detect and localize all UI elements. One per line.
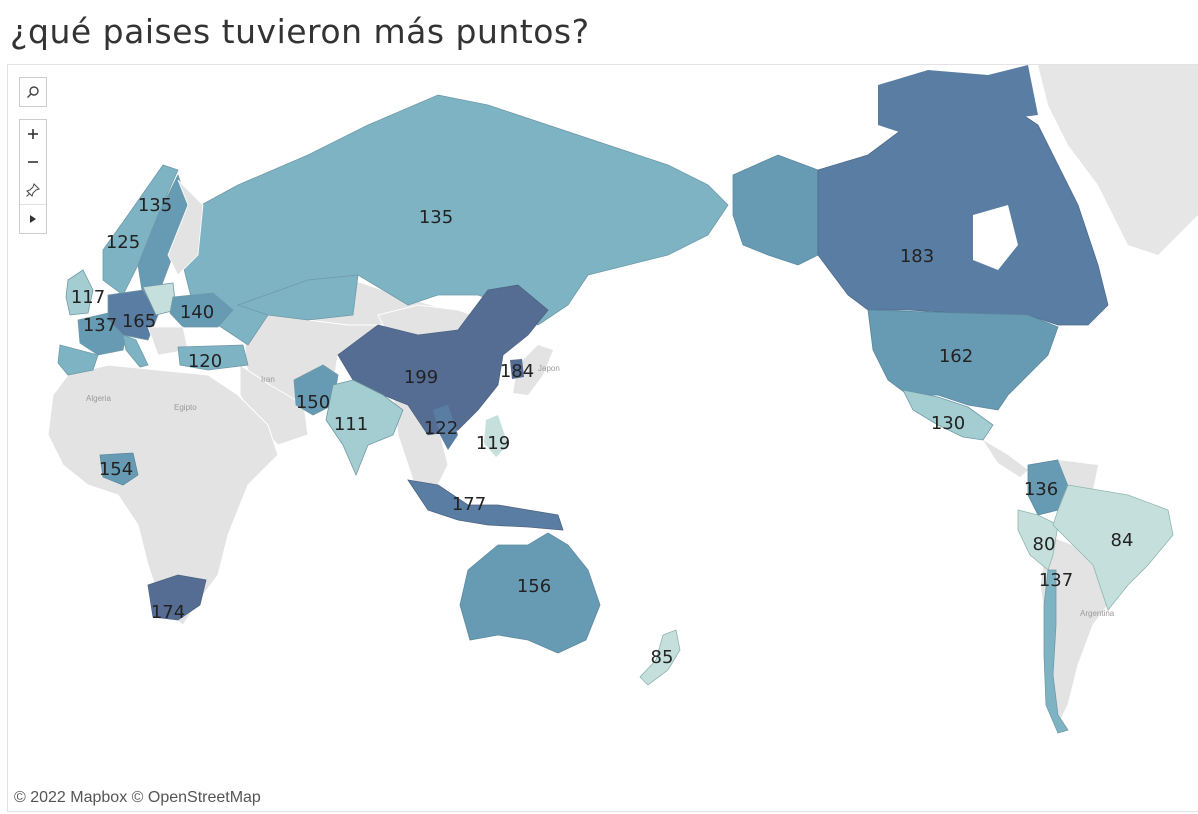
country-philippines[interactable] bbox=[484, 415, 508, 457]
zoom-out-button[interactable] bbox=[20, 148, 46, 176]
map-search-button[interactable] bbox=[20, 78, 46, 106]
region-venezuela[interactable] bbox=[1058, 460, 1098, 490]
plus-icon bbox=[28, 129, 38, 139]
hudson-bay bbox=[973, 205, 1018, 270]
country-south-korea[interactable] bbox=[510, 359, 524, 379]
map-search-toolbar bbox=[19, 77, 47, 107]
region-japan[interactable] bbox=[513, 345, 553, 395]
country-kazakhstan[interactable] bbox=[236, 274, 359, 321]
country-usa[interactable] bbox=[867, 309, 1059, 411]
magnifier-icon bbox=[27, 86, 39, 98]
map-view[interactable]: Iran Algeria Egipto Japon Argentina 135 … bbox=[7, 64, 1198, 812]
canada-arctic-islands[interactable] bbox=[878, 65, 1038, 135]
pin-map-button[interactable] bbox=[20, 176, 46, 204]
region-central-america[interactable] bbox=[983, 440, 1028, 477]
country-vietnam[interactable] bbox=[433, 405, 458, 450]
dashboard-title: ¿qué paises tuvieron más puntos? bbox=[10, 12, 590, 51]
region-africa[interactable] bbox=[47, 364, 279, 626]
country-germany[interactable] bbox=[107, 289, 159, 341]
country-italy[interactable] bbox=[122, 334, 149, 368]
map-canvas[interactable] bbox=[8, 65, 1198, 811]
country-china[interactable] bbox=[337, 284, 549, 436]
country-south-africa[interactable] bbox=[147, 574, 207, 621]
pin-icon bbox=[26, 183, 40, 197]
map-attribution[interactable]: © 2022 Mapbox © OpenStreetMap bbox=[14, 789, 261, 806]
play-triangle-icon bbox=[30, 215, 36, 223]
expand-toolbar-button[interactable] bbox=[20, 204, 46, 233]
country-peru[interactable] bbox=[1017, 509, 1059, 571]
country-chile[interactable] bbox=[1043, 569, 1069, 734]
country-australia[interactable] bbox=[459, 532, 601, 654]
region-greenland[interactable] bbox=[1038, 65, 1198, 255]
country-turkey[interactable] bbox=[177, 344, 249, 371]
map-zoom-toolbar bbox=[19, 119, 47, 234]
country-ukraine[interactable] bbox=[169, 292, 234, 328]
country-spain[interactable] bbox=[57, 344, 99, 376]
country-brazil[interactable] bbox=[1052, 484, 1174, 611]
country-indonesia[interactable] bbox=[407, 479, 564, 531]
country-uk[interactable] bbox=[65, 269, 94, 316]
country-new-zealand[interactable] bbox=[639, 629, 681, 686]
minus-icon bbox=[28, 161, 38, 163]
zoom-in-button[interactable] bbox=[20, 120, 46, 148]
country-alaska[interactable] bbox=[732, 154, 819, 266]
country-finland[interactable] bbox=[167, 179, 204, 276]
country-nigeria[interactable] bbox=[99, 452, 139, 486]
country-india[interactable] bbox=[325, 379, 404, 477]
